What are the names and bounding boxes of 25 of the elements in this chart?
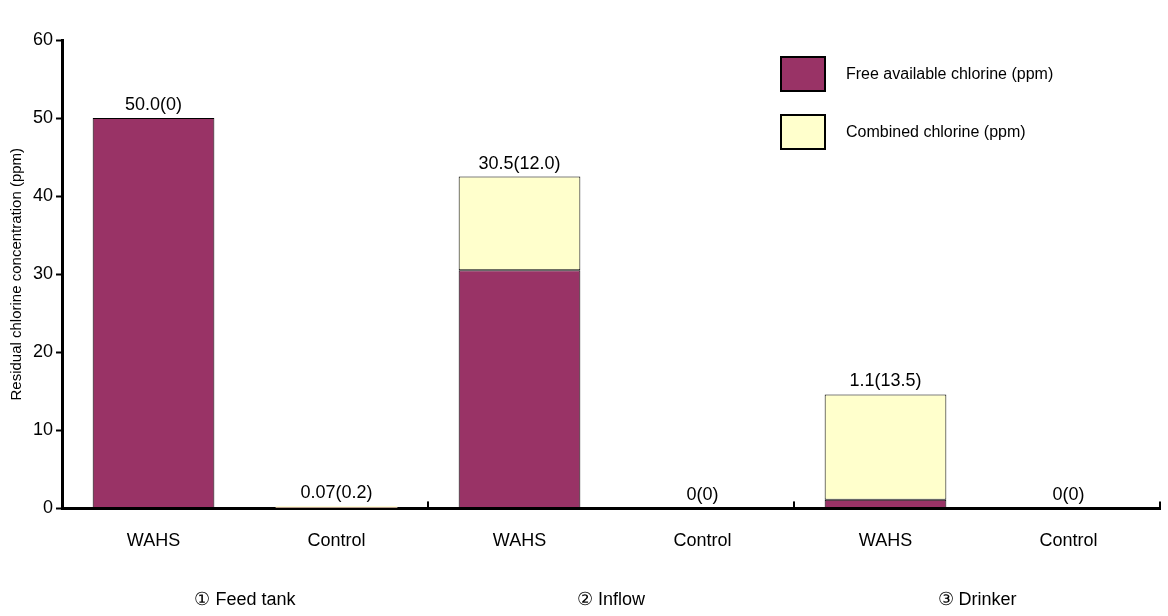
x-tick-label: WAHS [858, 530, 913, 551]
total-label: 30.5(12.0) [478, 152, 561, 173]
total-label: 1.1(13.5) [849, 370, 922, 391]
y-tick-label: 10 [32, 419, 54, 440]
y-tick-label: 20 [32, 341, 54, 362]
x-tick-label: Control [673, 530, 732, 551]
x-tick-label: Control [307, 530, 366, 551]
text: ① Feed tank [194, 588, 297, 609]
y-axis-title: Residual chlorine concentration (ppm) [7, 147, 25, 401]
text: ③ Drinker [937, 588, 1017, 609]
y-tick-label: 60 [32, 28, 54, 49]
y-tick-label: 30 [32, 263, 54, 284]
total-label: 50.0(0) [125, 94, 183, 115]
y-tick-label: 0 [43, 497, 54, 518]
x-tick-label: WAHS [492, 530, 547, 551]
y-tick-label: 50 [32, 107, 54, 128]
y-tick-label: 40 [32, 185, 54, 206]
total-label: 0.07(0.2) [300, 482, 373, 503]
text: ② Inflow [577, 588, 647, 609]
total-label: 0(0) [686, 484, 719, 505]
legend-label: Combined chlorine (ppm) [846, 123, 1026, 141]
x-tick-label: WAHS [126, 530, 181, 551]
legend-label: Free available chlorine (ppm) [846, 65, 1054, 83]
x-tick-label: Control [1039, 530, 1098, 551]
total-label: 0(0) [1052, 484, 1085, 505]
